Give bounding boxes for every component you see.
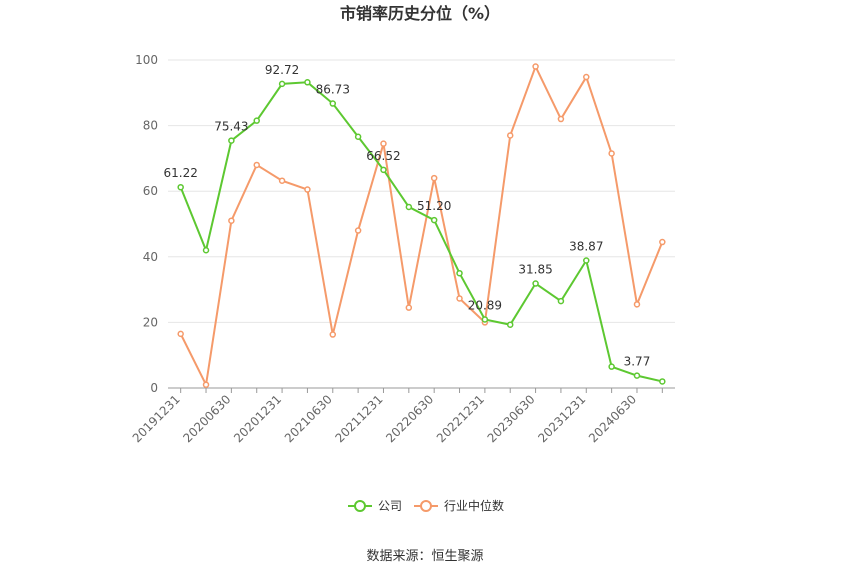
data-point — [506, 132, 514, 139]
legend-item[interactable]: 行业中位数 — [414, 498, 504, 513]
y-tick-label: 100 — [135, 53, 158, 67]
legend-marker — [420, 500, 432, 512]
x-tick-label: 20191231 — [130, 392, 183, 445]
data-point — [405, 203, 413, 211]
data-point — [380, 166, 387, 174]
x-tick-label: 20211231 — [333, 392, 386, 445]
data-point — [228, 217, 235, 224]
data-point — [608, 150, 615, 157]
data-point — [608, 363, 615, 370]
data-point — [456, 269, 463, 277]
data-point — [405, 304, 413, 311]
data-point — [177, 183, 184, 191]
y-tick-label: 80 — [143, 119, 158, 133]
x-tick-label: 20231231 — [535, 392, 588, 445]
data-label: 38.87 — [569, 240, 603, 254]
data-point — [202, 246, 210, 254]
legend[interactable]: 公司 行业中位数 — [348, 498, 504, 513]
data-point — [278, 80, 286, 88]
legend-label: 公司 — [378, 499, 402, 513]
data-point — [253, 161, 260, 169]
data-point — [228, 137, 235, 144]
data-label: 75.43 — [214, 120, 248, 134]
data-point — [253, 117, 260, 124]
data-point — [633, 372, 641, 379]
plot-area — [177, 63, 666, 388]
data-point — [583, 257, 590, 264]
data-point — [202, 381, 210, 388]
data-point — [633, 301, 641, 308]
data-label: 51.20 — [417, 199, 451, 213]
source-note: 数据来源：恒生聚源 — [366, 549, 483, 564]
grid — [168, 59, 675, 389]
series-line — [179, 81, 663, 383]
data-point — [481, 316, 489, 323]
data-point — [557, 297, 565, 305]
x-tick-label: 20210630 — [282, 392, 335, 445]
data-point — [532, 280, 539, 287]
x-tick-label: 20230630 — [485, 392, 538, 445]
x-tick-label: 20200630 — [180, 392, 233, 445]
data-label: 86.73 — [316, 83, 350, 97]
y-tick-label: 20 — [143, 315, 158, 329]
data-point — [557, 115, 565, 123]
data-point — [329, 331, 337, 338]
data-point — [304, 186, 311, 193]
x-tick-label: 20240630 — [586, 392, 639, 445]
x-tick-label: 20221231 — [434, 392, 487, 445]
data-label: 66.52 — [366, 149, 400, 163]
data-point — [278, 177, 286, 184]
y-tick-label: 0 — [150, 381, 158, 395]
y-tick-label: 40 — [143, 250, 158, 264]
data-point — [532, 63, 539, 70]
data-point — [456, 295, 463, 302]
x-tick-label: 20220630 — [383, 392, 436, 445]
data-point — [354, 227, 362, 234]
data-point — [583, 73, 590, 81]
data-point — [329, 100, 337, 107]
data-label: 92.72 — [265, 63, 299, 77]
chart-title: 市销率历史分位（%） — [340, 4, 500, 23]
legend-label: 行业中位数 — [444, 498, 504, 513]
x-axis: 2019123120200630202012312021063020211231… — [130, 388, 663, 445]
x-tick-label: 20201231 — [231, 392, 284, 445]
data-label: 20.89 — [468, 298, 502, 312]
legend-marker — [354, 500, 366, 512]
series-line — [179, 64, 664, 388]
data-label: 31.85 — [518, 263, 552, 277]
data-point — [659, 378, 666, 385]
data-point — [354, 133, 362, 141]
data-point — [177, 330, 184, 338]
y-axis: 0 20 40 60 80 100 — [135, 53, 158, 395]
data-point — [304, 79, 311, 86]
y-tick-label: 60 — [143, 184, 158, 198]
data-point — [659, 238, 666, 246]
data-labels: 61.22 75.43 92.72 86.73 66.52 51.20 20.89 31.85… — [163, 63, 650, 369]
data-point — [430, 174, 438, 182]
legend-item[interactable]: 公司 — [348, 499, 402, 513]
data-point — [506, 321, 514, 328]
data-point — [430, 216, 438, 224]
data-label: 61.22 — [163, 166, 197, 180]
data-label: 3.77 — [624, 355, 651, 369]
data-point — [380, 140, 387, 147]
